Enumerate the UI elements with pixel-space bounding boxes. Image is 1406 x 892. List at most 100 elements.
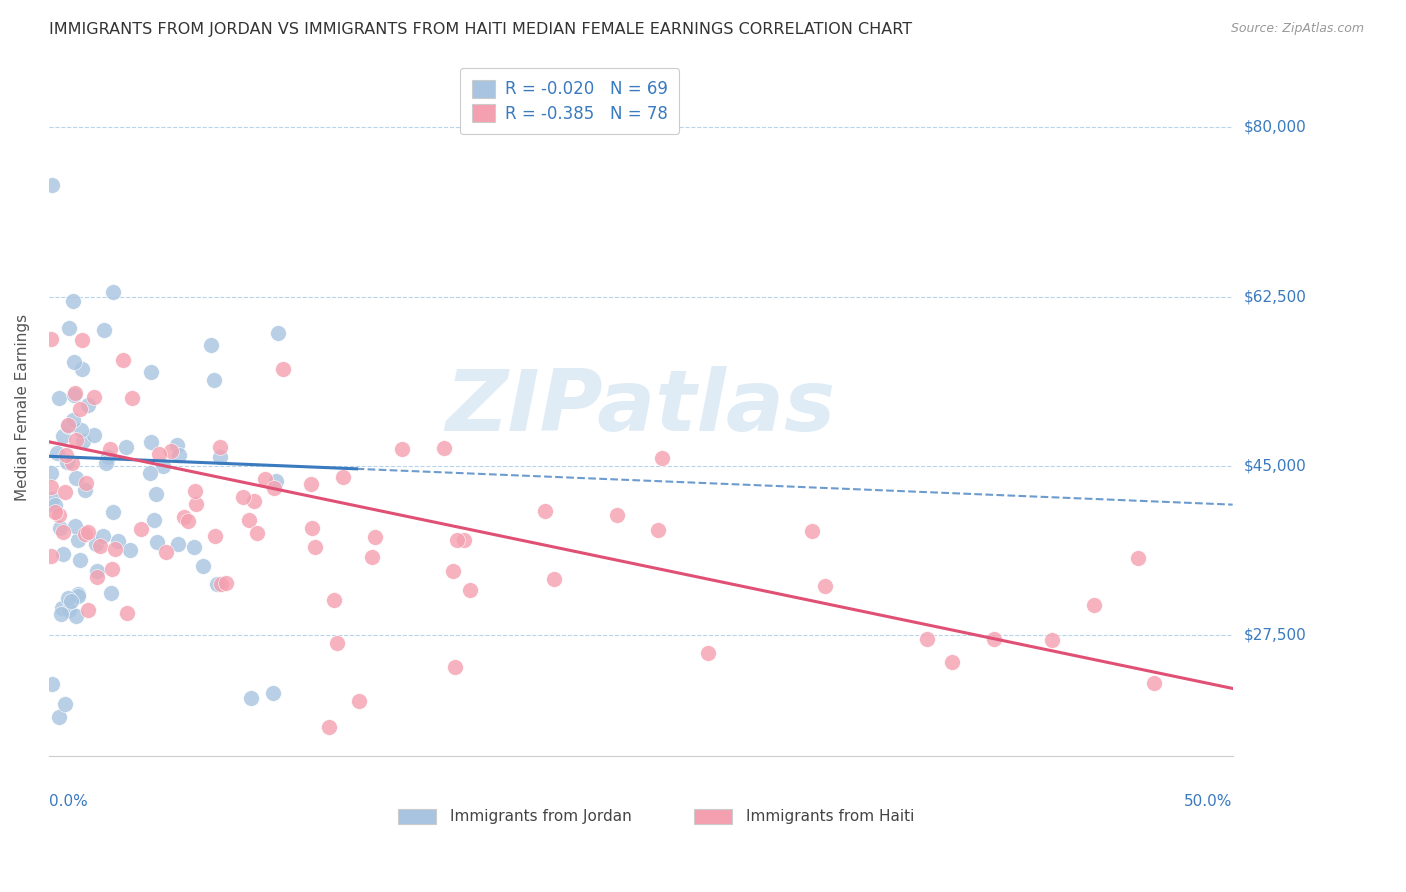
Point <box>209 450 232 464</box>
Text: Immigrants from Jordan: Immigrants from Jordan <box>450 809 631 824</box>
Point <box>983 632 1005 646</box>
Point <box>86 569 108 583</box>
Point <box>142 513 165 527</box>
Point <box>271 362 294 376</box>
Point <box>73 483 96 498</box>
Point <box>66 533 89 547</box>
Point <box>453 533 475 548</box>
Point <box>77 603 100 617</box>
Point <box>441 565 464 579</box>
Point <box>62 294 84 309</box>
Point <box>75 475 97 490</box>
Point <box>103 285 125 299</box>
Point <box>155 545 177 559</box>
Text: $80,000: $80,000 <box>1244 120 1306 135</box>
Point <box>55 448 77 462</box>
Point <box>77 524 100 539</box>
Point <box>65 471 87 485</box>
Point <box>93 324 115 338</box>
Point <box>204 529 226 543</box>
Point <box>52 429 75 443</box>
Point <box>232 491 254 505</box>
Point <box>364 530 387 544</box>
Point <box>533 504 555 518</box>
Point <box>915 632 938 647</box>
Point <box>148 447 170 461</box>
Point <box>115 440 138 454</box>
Point <box>111 352 134 367</box>
Point <box>543 572 565 586</box>
Point <box>41 491 63 506</box>
Point <box>941 655 963 669</box>
Point <box>44 498 66 512</box>
Point <box>101 562 124 576</box>
Point <box>167 448 190 462</box>
Point <box>264 474 287 488</box>
Point <box>444 660 467 674</box>
Point <box>60 456 83 470</box>
Point <box>697 646 720 660</box>
Point <box>98 442 121 456</box>
Point <box>91 529 114 543</box>
Point <box>48 710 70 724</box>
Point <box>72 434 94 448</box>
Point <box>49 521 72 535</box>
Point <box>63 388 86 402</box>
Y-axis label: Median Female Earnings: Median Female Earnings <box>15 314 30 501</box>
Point <box>69 402 91 417</box>
Point <box>183 540 205 554</box>
FancyBboxPatch shape <box>695 809 733 824</box>
Point <box>209 577 232 591</box>
Point <box>41 178 63 193</box>
Point <box>86 564 108 578</box>
Point <box>1083 599 1105 613</box>
Point <box>262 686 284 700</box>
Point <box>56 419 79 434</box>
Point <box>65 434 87 448</box>
Point <box>62 413 84 427</box>
Point <box>160 444 183 458</box>
Point <box>304 540 326 554</box>
Point <box>100 585 122 599</box>
Point <box>266 326 288 341</box>
Point <box>70 423 93 437</box>
Text: Immigrants from Haiti: Immigrants from Haiti <box>747 809 914 824</box>
Point <box>63 385 86 400</box>
Point <box>49 607 72 622</box>
Text: 0.0%: 0.0% <box>49 795 87 809</box>
Text: $62,500: $62,500 <box>1244 289 1306 304</box>
Point <box>323 592 346 607</box>
Legend: R = -0.020   N = 69, R = -0.385   N = 78: R = -0.020 N = 69, R = -0.385 N = 78 <box>460 68 679 135</box>
Point <box>240 691 263 706</box>
Point <box>41 677 63 691</box>
Point <box>83 428 105 442</box>
Point <box>391 442 413 456</box>
Point <box>39 466 62 480</box>
Point <box>200 338 222 352</box>
Point <box>801 524 824 538</box>
Point <box>215 576 238 591</box>
Point <box>460 582 482 597</box>
Text: $45,000: $45,000 <box>1244 458 1306 474</box>
Point <box>39 549 62 563</box>
Point <box>205 576 228 591</box>
Point <box>53 485 76 500</box>
Point <box>44 505 66 519</box>
Point <box>70 362 93 376</box>
Point <box>651 450 673 465</box>
Point <box>84 536 107 550</box>
Text: ZIPatlas: ZIPatlas <box>446 367 835 450</box>
Text: $27,500: $27,500 <box>1244 628 1306 643</box>
Point <box>60 594 83 608</box>
Point <box>332 470 354 484</box>
Point <box>184 497 207 511</box>
Point <box>97 450 120 464</box>
Point <box>67 589 90 603</box>
Point <box>167 537 190 551</box>
Point <box>238 513 260 527</box>
Point <box>51 601 73 615</box>
Point <box>1040 632 1063 647</box>
Point <box>96 456 118 470</box>
Point <box>166 438 188 452</box>
Point <box>814 579 837 593</box>
